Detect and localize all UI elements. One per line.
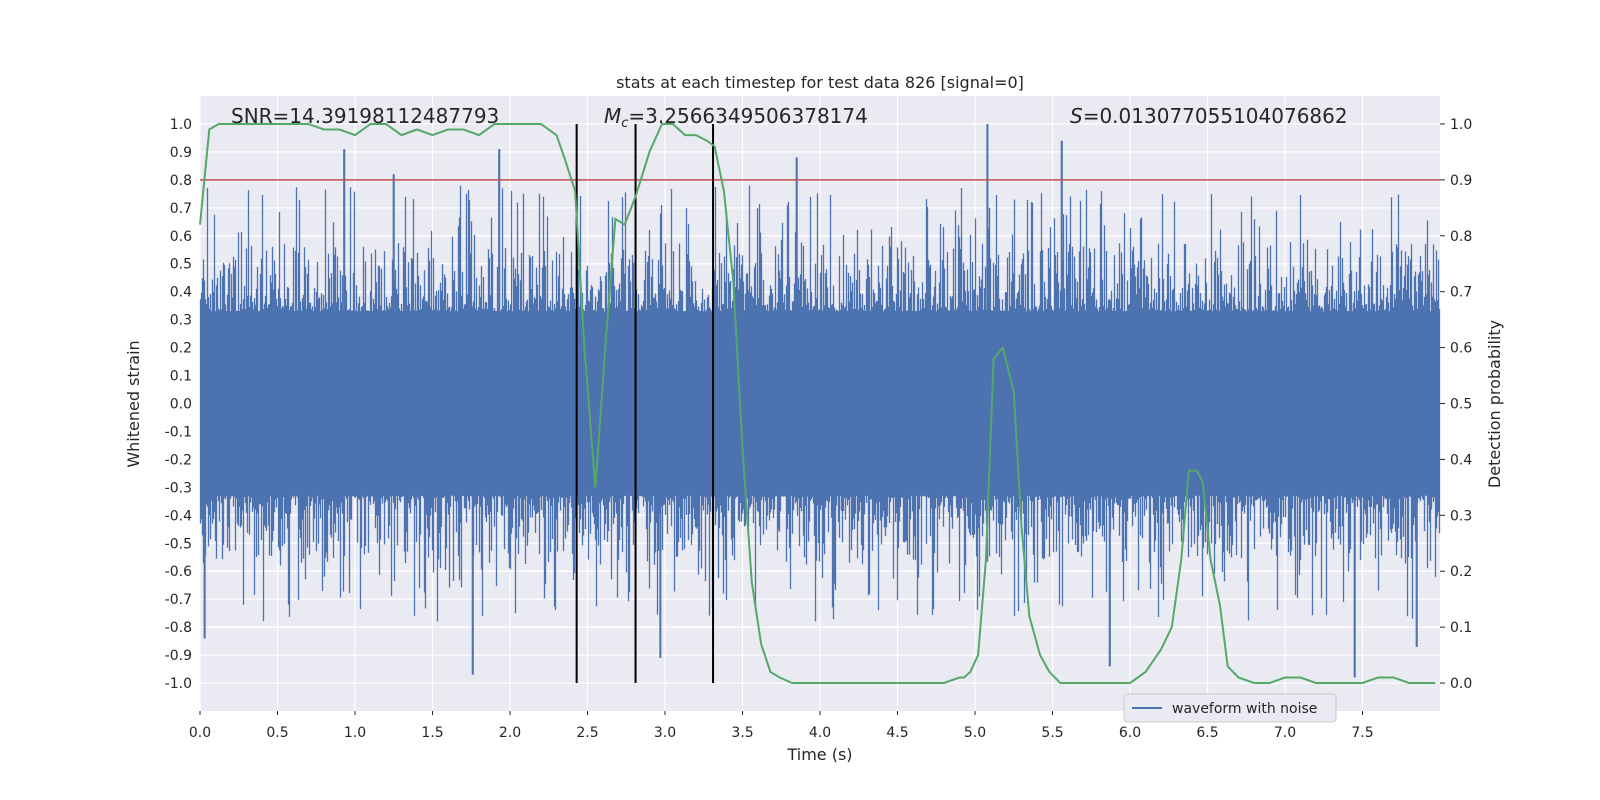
y-tick-label: -1.0 xyxy=(165,676,192,692)
y2-tick-label: 0.1 xyxy=(1450,620,1472,636)
y-tick-label: -0.5 xyxy=(165,536,192,552)
y-tick-label: 0.6 xyxy=(170,229,192,245)
x-tick-label: 1.5 xyxy=(421,725,443,741)
y-tick-label: 0.5 xyxy=(170,257,192,273)
x-tick-label: 2.5 xyxy=(576,725,598,741)
s-value: =0.013077055104076862 xyxy=(1083,104,1348,128)
y2-tick-label: 0.6 xyxy=(1450,341,1472,357)
y-tick-label: 0.1 xyxy=(170,369,192,385)
y2-tick-label: 0.2 xyxy=(1450,564,1472,580)
x-tick-label: 4.5 xyxy=(886,725,908,741)
chirp-mass-value: =3.2566349506378174 xyxy=(628,104,867,128)
snr-annotation: SNR=14.39198112487793 xyxy=(231,104,499,128)
legend: waveform with noise xyxy=(1123,693,1337,723)
legend-label: waveform with noise xyxy=(1172,701,1317,717)
y2-tick-label: 0.0 xyxy=(1450,676,1472,692)
chirp-mass-annotation: Mc=3.2566349506378174 xyxy=(604,104,868,131)
x-tick-label: 7.0 xyxy=(1274,725,1296,741)
waveform-series xyxy=(199,123,1441,678)
y-tick-label: 0.0 xyxy=(170,397,192,413)
y-tick-label: -0.1 xyxy=(165,424,192,440)
x-tick-label: 0.0 xyxy=(189,725,211,741)
y-tick-label: -0.7 xyxy=(165,592,192,608)
x-tick-label: 0.5 xyxy=(266,725,288,741)
y2-axis-ticks: 1.0 0.9 0.8 0.7 0.6 0.5 0.4 0.3 0.2 0.1 0.0 xyxy=(1440,117,1472,692)
y-tick-label: -0.4 xyxy=(165,508,192,524)
y-tick-label: 1.0 xyxy=(170,117,192,133)
chart-title: stats at each timestep for test data 826… xyxy=(616,73,1024,92)
x-tick-label: 3.5 xyxy=(731,725,753,741)
y2-tick-label: 0.9 xyxy=(1450,173,1472,189)
x-tick-label: 7.5 xyxy=(1351,725,1373,741)
x-axis-ticks: 0.0 0.5 1.0 1.5 2.0 2.5 3.0 3.5 4.0 4.5 5.0 5.5 6.0 6… xyxy=(189,711,1374,741)
s-symbol: S xyxy=(1070,104,1083,128)
x-tick-label: 1.0 xyxy=(344,725,366,741)
detection-probability-line xyxy=(199,123,1436,684)
x-tick-label: 6.5 xyxy=(1196,725,1218,741)
legend-box xyxy=(1123,693,1337,723)
y-tick-label: 0.8 xyxy=(170,173,192,189)
y-axis-label: Whitened strain xyxy=(124,340,143,467)
x-tick-label: 3.0 xyxy=(654,725,676,741)
y-tick-label: 0.3 xyxy=(170,313,192,329)
y-tick-label: -0.2 xyxy=(165,452,192,468)
y2-axis-label: Detection probability xyxy=(1485,320,1504,488)
y-tick-label: 0.9 xyxy=(170,145,192,161)
y-tick-label: 0.4 xyxy=(170,285,192,301)
y-tick-label: 0.7 xyxy=(170,201,192,217)
chirp-mass-subscript: c xyxy=(621,116,628,131)
y2-tick-label: 0.4 xyxy=(1450,452,1472,468)
chirp-mass-symbol: M xyxy=(604,104,621,128)
y2-tick-label: 1.0 xyxy=(1450,117,1472,133)
y-tick-label: -0.3 xyxy=(165,480,192,496)
y2-tick-label: 0.8 xyxy=(1450,229,1472,245)
x-tick-label: 5.0 xyxy=(964,725,986,741)
y-tick-label: 0.2 xyxy=(170,341,192,357)
y2-tick-label: 0.5 xyxy=(1450,397,1472,413)
x-tick-label: 2.0 xyxy=(499,725,521,741)
y-tick-label: -0.9 xyxy=(165,648,192,664)
x-tick-label: 6.0 xyxy=(1119,725,1141,741)
waveform-line xyxy=(199,123,1441,678)
s-annotation: S=0.013077055104076862 xyxy=(1070,104,1348,128)
x-tick-label: 4.0 xyxy=(809,725,831,741)
y-tick-label: -0.8 xyxy=(165,620,192,636)
y-axis-ticks: 1.0 0.9 0.8 0.7 0.6 0.5 0.4 0.3 0.2 0.1 0.0 -0.1 -0.… xyxy=(165,117,192,692)
y-tick-label: -0.6 xyxy=(165,564,192,580)
y2-tick-label: 0.7 xyxy=(1450,285,1472,301)
x-tick-label: 5.5 xyxy=(1041,725,1063,741)
y2-tick-label: 0.3 xyxy=(1450,508,1472,524)
probability-series-group xyxy=(199,123,1436,684)
x-axis-label: Time (s) xyxy=(786,745,852,764)
